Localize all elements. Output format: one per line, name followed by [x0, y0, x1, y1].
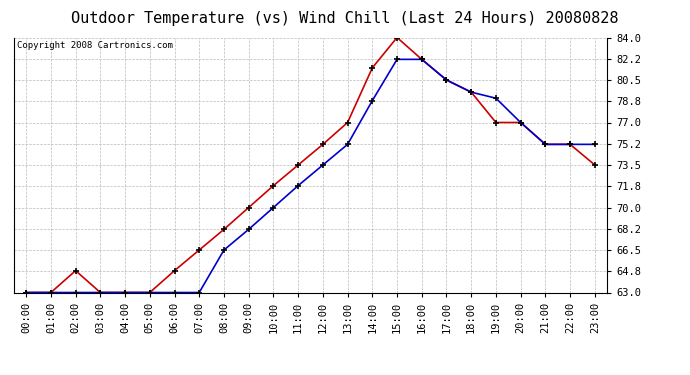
- Text: Copyright 2008 Cartronics.com: Copyright 2008 Cartronics.com: [17, 41, 172, 50]
- Text: Outdoor Temperature (vs) Wind Chill (Last 24 Hours) 20080828: Outdoor Temperature (vs) Wind Chill (Las…: [71, 11, 619, 26]
